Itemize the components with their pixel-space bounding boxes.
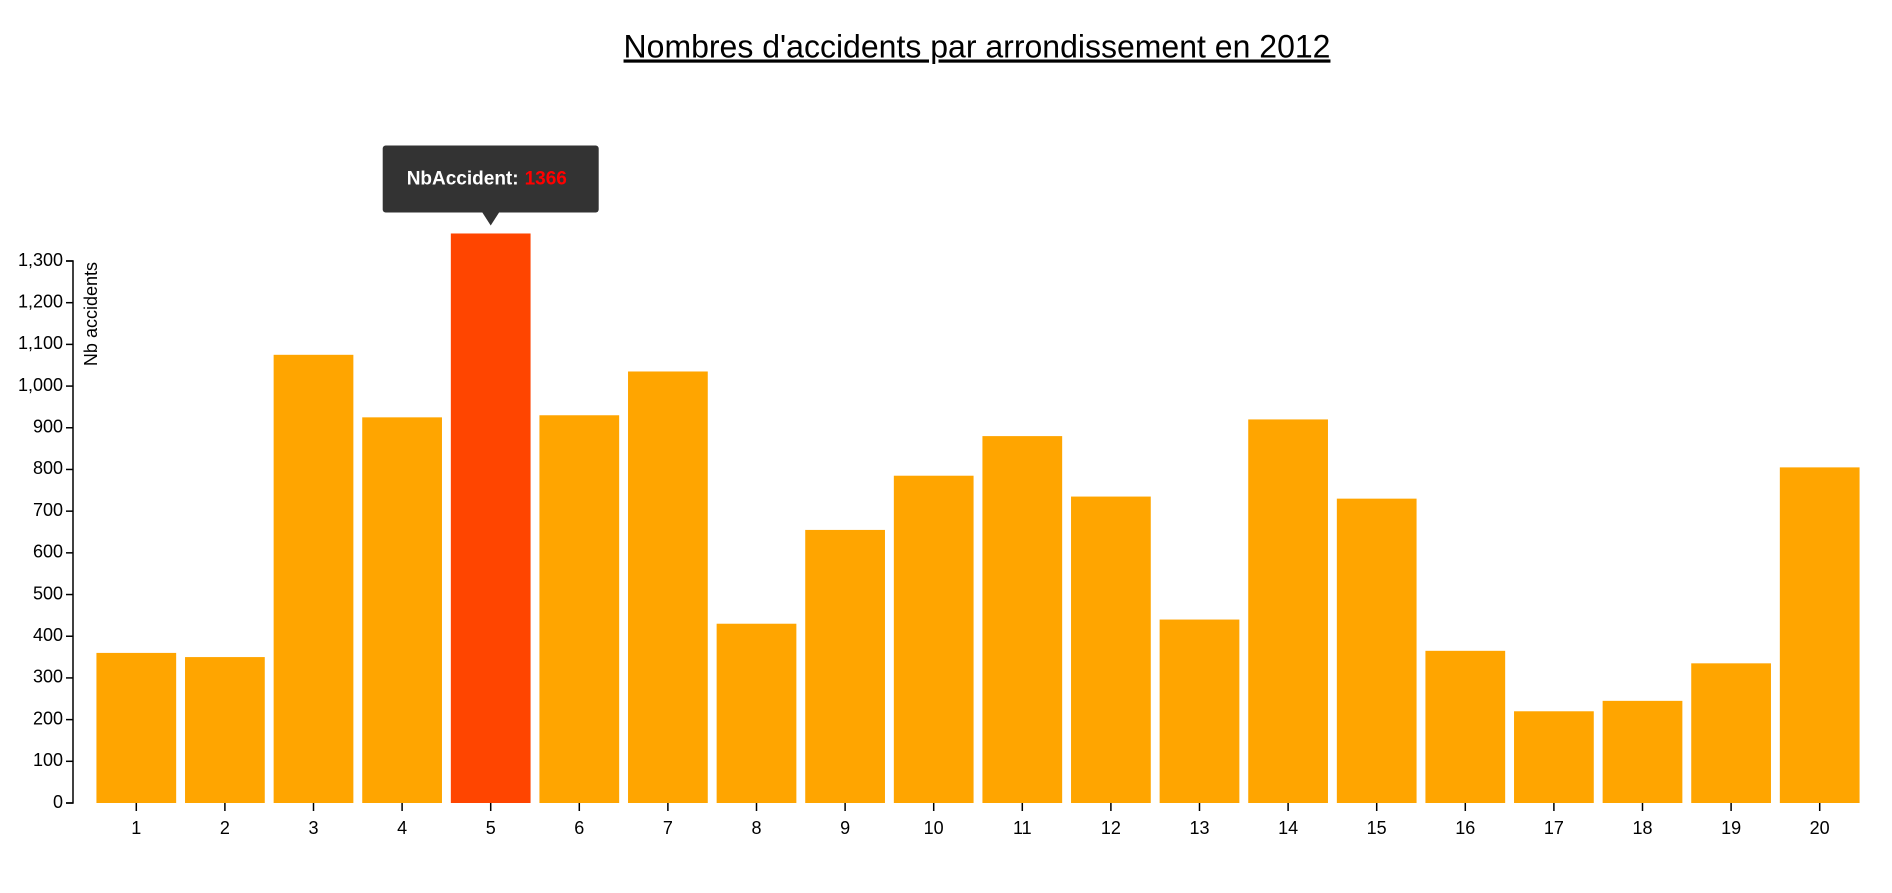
bar (362, 417, 442, 803)
y-tick-label: 600 (33, 542, 63, 562)
x-tick-label: 18 (1632, 818, 1652, 838)
x-tick-label: 1 (131, 818, 141, 838)
y-tick-label: 100 (33, 750, 63, 770)
x-tick-label: 5 (486, 818, 496, 838)
bar (1071, 496, 1151, 803)
bar (805, 529, 885, 803)
bar (1159, 619, 1240, 803)
tooltip-text: NbAccident: 1366 (407, 168, 567, 189)
x-tick-label: 10 (924, 818, 944, 838)
bar (1248, 419, 1328, 803)
bar (1425, 650, 1506, 803)
x-tick-label: 19 (1721, 818, 1741, 838)
y-tick-label: 1,100 (18, 333, 63, 353)
y-tick-label: 400 (33, 625, 63, 645)
tooltip-arrow (481, 211, 500, 226)
tooltip-value: 1366 (525, 168, 567, 189)
bar (450, 233, 531, 803)
y-tick-label: 1,200 (18, 291, 63, 311)
y-tick-label: 1,300 (18, 250, 63, 270)
y-axis-label: Nb accidents (81, 262, 101, 366)
x-tick-label: 2 (220, 818, 230, 838)
bar (1691, 663, 1771, 803)
x-tick-label: 17 (1544, 818, 1564, 838)
x-tick-label: 8 (751, 818, 761, 838)
bar (1779, 467, 1860, 803)
bar (628, 371, 708, 803)
bar (273, 354, 354, 803)
y-tick-label: 0 (53, 792, 63, 812)
x-tick-label: 13 (1189, 818, 1209, 838)
x-tick-label: 4 (397, 818, 407, 838)
y-tick-label: 700 (33, 500, 63, 520)
bar (982, 436, 1063, 803)
bar (893, 475, 974, 803)
x-tick-label: 6 (574, 818, 584, 838)
tooltip: NbAccident: 1366 (382, 145, 599, 226)
x-tick-label: 7 (663, 818, 673, 838)
x-tick-label: 11 (1013, 818, 1032, 838)
y-axis (66, 260, 74, 804)
x-tick-label: 12 (1101, 818, 1121, 838)
y-tick-label: 500 (33, 583, 63, 603)
x-tick-label: 9 (840, 818, 850, 838)
x-tick-label: 14 (1278, 818, 1298, 838)
y-tick-label: 800 (33, 458, 63, 478)
bar (96, 652, 177, 803)
chart-title: Nombres d'accidents par arrondissement e… (624, 28, 1331, 64)
bar (539, 415, 620, 803)
x-tick-label: 16 (1455, 818, 1475, 838)
tooltip-label: NbAccident: (407, 168, 519, 189)
bar (1514, 711, 1594, 803)
x-tick-label: 15 (1367, 818, 1387, 838)
y-tick-label: 1,000 (18, 375, 63, 395)
y-tick-label: 300 (33, 667, 63, 687)
x-tick-label: 3 (308, 818, 318, 838)
bar (1336, 498, 1417, 803)
tooltip-box (382, 145, 599, 213)
bar (185, 657, 265, 803)
bar (1602, 700, 1683, 803)
bar (716, 623, 797, 803)
x-tick-label: 20 (1810, 818, 1830, 838)
y-tick-label: 200 (33, 708, 63, 728)
y-tick-label: 900 (33, 417, 63, 437)
